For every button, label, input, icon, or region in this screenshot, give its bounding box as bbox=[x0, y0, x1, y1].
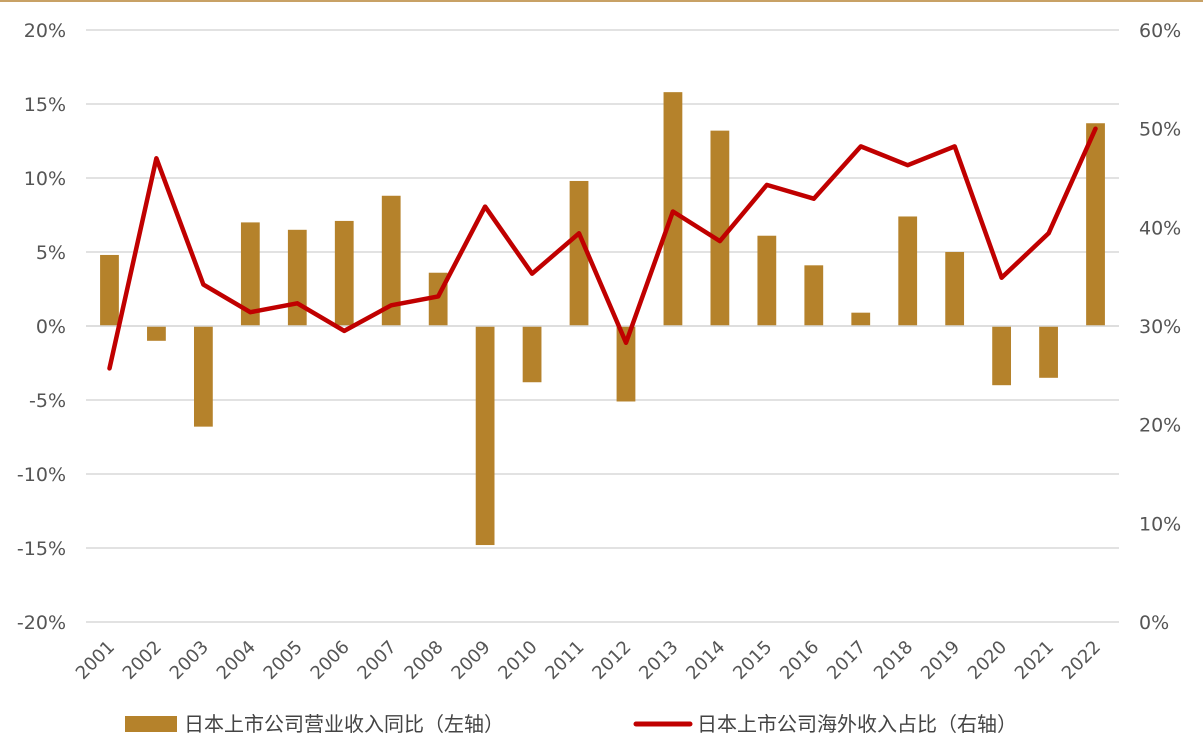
y-left-tick-label: -5% bbox=[29, 390, 66, 412]
bar bbox=[945, 252, 965, 326]
x-tick-label: 2002 bbox=[119, 637, 166, 684]
x-tick-label: 2007 bbox=[353, 637, 400, 684]
y-left-tick-label: 15% bbox=[24, 94, 66, 116]
x-tick-label: 2011 bbox=[541, 637, 588, 684]
bar-series bbox=[100, 92, 1105, 546]
bar bbox=[334, 220, 354, 326]
bar bbox=[757, 235, 777, 326]
x-tick-label: 2021 bbox=[1011, 637, 1058, 684]
bar bbox=[616, 326, 636, 402]
bar bbox=[381, 195, 401, 326]
x-tick-label: 2003 bbox=[166, 637, 213, 684]
bar bbox=[100, 254, 119, 326]
y-right-tick-label: 60% bbox=[1139, 20, 1181, 42]
x-tick-label: 2006 bbox=[307, 637, 354, 684]
x-tick-label: 2019 bbox=[917, 637, 964, 684]
legend-bar-swatch bbox=[125, 716, 177, 732]
x-tick-label: 2001 bbox=[72, 637, 119, 684]
x-tick-label: 2014 bbox=[682, 637, 729, 684]
y-left-tick-label: 10% bbox=[24, 168, 66, 190]
y-left-tick-label: 20% bbox=[24, 20, 66, 42]
y-right-tick-label: 30% bbox=[1139, 316, 1181, 338]
y-left-tick-label: -20% bbox=[17, 612, 66, 634]
y-left-tick-label: 5% bbox=[36, 242, 66, 264]
x-tick-label: 2005 bbox=[260, 637, 307, 684]
legend: 日本上市公司营业收入同比（左轴） 日本上市公司海外收入占比（右轴） bbox=[125, 712, 1017, 736]
x-tick-label: 2018 bbox=[870, 637, 917, 684]
x-tick-label: 2016 bbox=[776, 637, 823, 684]
bar bbox=[992, 326, 1012, 386]
x-tick-label: 2008 bbox=[400, 637, 447, 684]
x-tick-label: 2013 bbox=[635, 637, 682, 684]
x-tick-label: 2020 bbox=[964, 637, 1011, 684]
y-right-tick-label: 10% bbox=[1139, 513, 1181, 535]
x-tick-label: 2004 bbox=[213, 637, 260, 684]
bar bbox=[193, 326, 213, 427]
x-axis: 2001 2002 2003 2004 2005 2006 2007 2008 2009 2010… bbox=[72, 637, 1105, 684]
x-tick-label: 2010 bbox=[494, 637, 541, 684]
x-tick-label: 2017 bbox=[823, 637, 870, 684]
x-tick-label: 2022 bbox=[1058, 637, 1105, 684]
bar bbox=[898, 216, 918, 326]
bar bbox=[1039, 326, 1058, 378]
y-left-tick-label: -15% bbox=[17, 538, 66, 560]
x-tick-label: 2015 bbox=[729, 637, 776, 684]
legend-line-label: 日本上市公司海外收入占比（右轴） bbox=[697, 712, 1017, 736]
bar bbox=[1086, 123, 1105, 327]
legend-bar-label: 日本上市公司营业收入同比（左轴） bbox=[184, 712, 504, 736]
bar bbox=[663, 92, 683, 326]
y-axis-right: 0% 10% 20% 30% 40% 50% 60% bbox=[1139, 20, 1181, 634]
y-right-tick-label: 20% bbox=[1139, 415, 1181, 437]
bar bbox=[710, 130, 730, 326]
line-series bbox=[107, 126, 1098, 371]
x-tick-label: 2012 bbox=[588, 637, 635, 684]
y-axis-left: -20% -15% -10% -5% 0% 5% 10% 15% 20% bbox=[17, 20, 66, 634]
y-right-tick-label: 40% bbox=[1139, 217, 1181, 239]
top-rule bbox=[0, 0, 1203, 2]
bar bbox=[569, 180, 589, 326]
bar bbox=[240, 222, 260, 326]
bar bbox=[287, 229, 307, 326]
bar bbox=[475, 326, 495, 546]
y-right-tick-label: 50% bbox=[1139, 119, 1181, 141]
bar bbox=[522, 326, 542, 383]
y-left-tick-label: 0% bbox=[36, 316, 66, 338]
y-left-tick-label: -10% bbox=[17, 464, 66, 486]
bar bbox=[851, 312, 871, 326]
bar bbox=[804, 265, 824, 326]
bar bbox=[147, 326, 166, 341]
x-tick-label: 2009 bbox=[447, 637, 494, 684]
y-right-tick-label: 0% bbox=[1139, 612, 1169, 634]
